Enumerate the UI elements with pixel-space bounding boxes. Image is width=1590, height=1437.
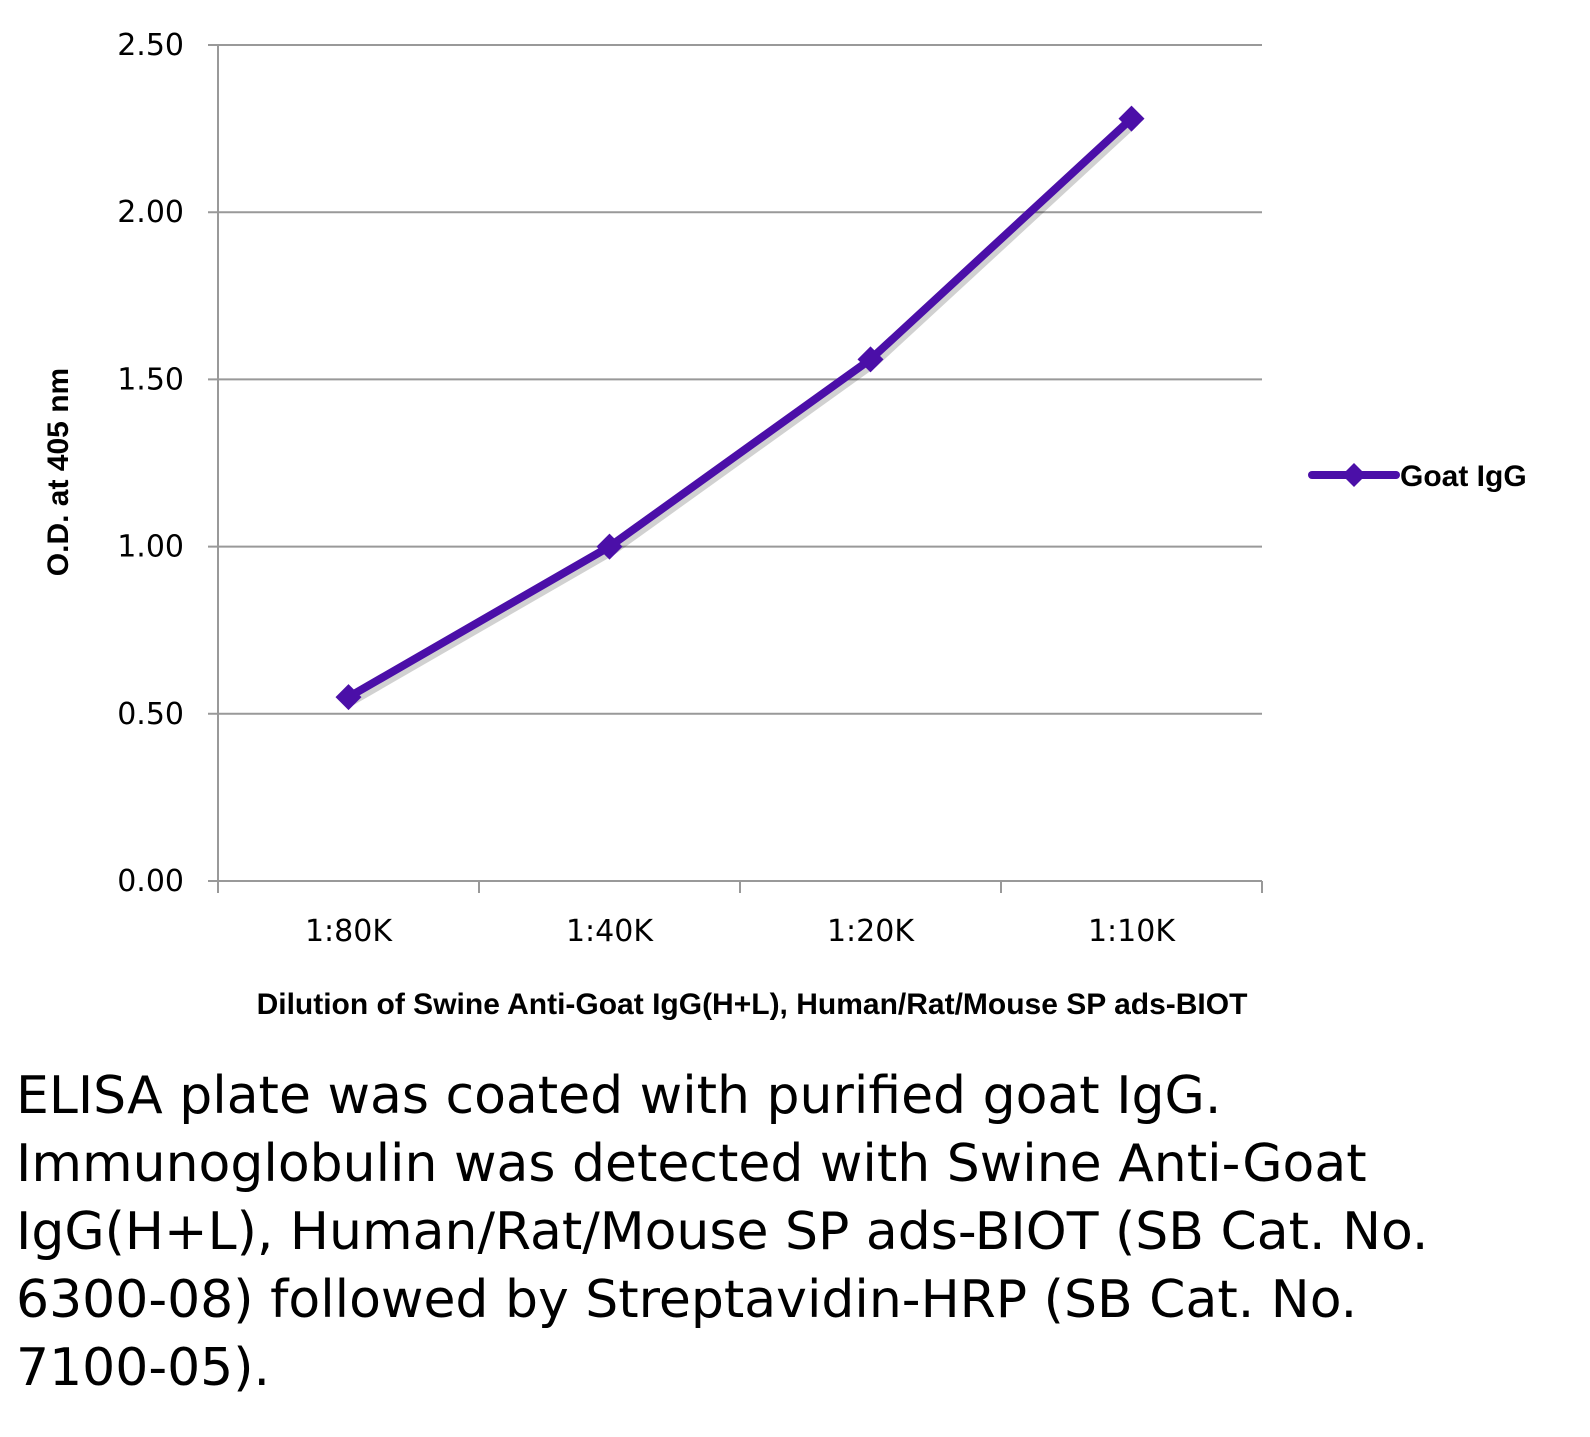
y-tick-label: 2.50 <box>117 28 184 63</box>
series-line-shadow <box>347 118 1139 706</box>
y-tick-label: 0.50 <box>117 697 184 732</box>
x-tick-label: 1:80K <box>305 914 393 949</box>
legend-label: Goat IgG <box>1400 460 1527 493</box>
y-tick-label: 2.00 <box>117 195 184 230</box>
data-point-marker <box>596 533 623 560</box>
y-tick-label: 0.00 <box>117 864 184 899</box>
data-point-marker <box>335 684 362 711</box>
y-axis-ticks: 0.00 0.50 1.00 1.50 2.00 2.50 <box>117 28 184 899</box>
y-tick-label: 1.00 <box>117 530 184 565</box>
x-axis-title: Dilution of Swine Anti-Goat IgG(H+L), Hu… <box>257 988 1248 1021</box>
elisa-line-chart: 0.00 0.50 1.00 1.50 2.00 2.50 1:80K 1:40K 1:20K… <box>42 28 1527 1021</box>
x-axis: 1:80K 1:40K 1:20K 1:10K <box>217 881 1263 949</box>
x-tick-label: 1:40K <box>566 914 654 949</box>
legend: Goat IgG <box>1308 460 1527 493</box>
series-layer <box>335 105 1145 711</box>
figure-caption: ELISA plate was coated with purified goa… <box>16 1066 1429 1398</box>
legend-swatch-marker <box>1342 463 1366 487</box>
data-point-marker <box>857 346 884 373</box>
data-point-marker <box>1118 105 1145 132</box>
gridlines <box>208 44 1262 882</box>
x-tick-label: 1:20K <box>827 914 915 949</box>
x-tick-label: 1:10K <box>1088 914 1176 949</box>
y-axis-title: O.D. at 405 nm <box>42 368 75 576</box>
series-line <box>344 114 1136 702</box>
y-tick-label: 1.50 <box>117 362 184 397</box>
